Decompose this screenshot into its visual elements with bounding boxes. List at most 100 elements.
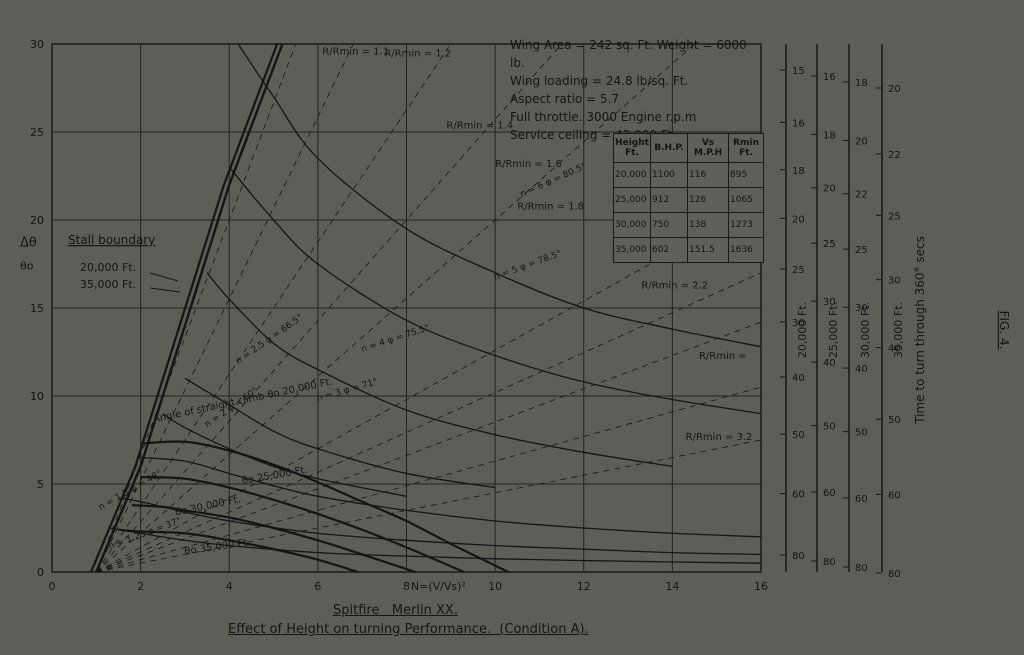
stall-leader-line [149, 272, 179, 282]
radius-ratio-line [96, 43, 695, 573]
time-scale-tick-label: 18 [792, 166, 805, 177]
stall-height-label: 20,000 Ft. [80, 261, 136, 274]
axis-ticks: 0 2 4 6 8 10 12 14 16 0 5 10 15 20 25 30 [30, 38, 768, 593]
y-tick-label: 5 [37, 478, 44, 491]
time-scale-tick-label: 80 [888, 569, 901, 580]
time-scale-tick-label: 30 [888, 276, 901, 287]
time-scale-tick-label: 80 [855, 563, 868, 574]
table-cell: 30,000 [613, 212, 651, 238]
time-scale-tick-label: 50 [792, 430, 805, 441]
radius-ratio-label: R/Rmin = 1.1 [322, 47, 389, 58]
time-scale-tick-label: 18 [855, 78, 868, 89]
load-factor-label: n = 2.5 φ = 66.5° [234, 313, 305, 367]
climb-angle-curve [140, 475, 465, 574]
radius-ratio-label: R/Rmin = 1.6 [495, 159, 562, 170]
time-scale-tick-label: 30 [823, 297, 836, 308]
x-tick-label: 4 [226, 580, 233, 593]
grid [51, 43, 762, 573]
table-cell: 1100 [650, 162, 688, 188]
time-scale-tick-label: 20 [823, 184, 836, 195]
time-scale-title: Time to turn through 360° secs [913, 236, 927, 425]
stall-height-label: 35,000 Ft. [80, 278, 136, 291]
radius-ratio-label: R/Rmin = 1.2 [384, 48, 451, 59]
height-table: Height Ft. B.H.P. Vs M.P.H Rmin Ft. 20,0… [613, 133, 764, 263]
table-cell: 25,000 [613, 187, 651, 213]
time-scale-tick-label: 25 [888, 211, 901, 222]
load-factor-label: n = 5 φ = 78.5° [493, 249, 563, 283]
radius-ratio-line [95, 43, 354, 573]
time-scale-tick-label: 50 [855, 428, 868, 439]
x-tick-label: 8 [403, 580, 410, 593]
radius-ratio-line [96, 439, 762, 573]
time-scale-tick-label: 60 [855, 494, 868, 505]
figure-label: FIG. 4. [997, 311, 1011, 350]
time-scale-tick-label: 60 [888, 490, 901, 501]
stall-boundary-label: Stall boundary [68, 233, 155, 247]
time-scale-tick-label: 15 [792, 66, 805, 77]
x-tick-label: 16 [754, 580, 768, 593]
time-scale-tick-label: 50 [823, 422, 836, 433]
table-cell: 895 [728, 162, 764, 188]
table-cell: 750 [650, 212, 688, 238]
table-cell: 1636 [728, 237, 764, 263]
time-scale-tick-label: 60 [792, 490, 805, 501]
table-cell: 912 [650, 187, 688, 213]
table-cell: 602 [650, 237, 688, 263]
table-row: 20,000 1100 116 895 [613, 162, 764, 188]
table-cell: 116 [687, 162, 729, 188]
x-tick-label: 0 [49, 580, 56, 593]
table-header: B.H.P. [650, 133, 688, 163]
time-scale-column-label: 35,000 Ft. [892, 302, 905, 358]
load-factor-curve [228, 166, 762, 415]
table-cell: 151.5 [687, 237, 729, 263]
table-row: 35,000 602 151.5 1636 [613, 237, 764, 263]
x-tick-label: 12 [577, 580, 591, 593]
table-row: 25,000 912 126 1065 [613, 187, 764, 213]
x-tick-label: 14 [665, 580, 679, 593]
chart-subtitle: Effect of Height on turning Performance.… [228, 622, 589, 637]
radius-ratio-label: R/Rmin = 3.2 [686, 432, 753, 443]
time-scales: 15 16 18 20 25 30 40 50 60 80 20,000 Ft. 16 18 20 25 30… [780, 44, 927, 580]
stall-boundary-line [95, 43, 284, 573]
climb-angle-label: θo 35,000 Ft. [184, 537, 251, 557]
load-factor-curve [206, 272, 673, 468]
table-cell: 20,000 [613, 162, 651, 188]
climb-angle-curve [140, 440, 509, 573]
note-line: Wing Area = 242 sq. Ft. Weight = 6000 lb… [510, 38, 747, 70]
y-tick-label: 15 [30, 302, 44, 315]
time-scale-tick-label: 40 [792, 373, 805, 384]
time-scale-tick-label: 30 [792, 318, 805, 329]
y-tick-label: 10 [30, 390, 44, 403]
time-scale-tick-label: 40 [823, 358, 836, 369]
radius-ratio-label: R/Rmin = 1.4 [446, 120, 513, 131]
time-scale-tick-label: 20 [792, 214, 805, 225]
chart-title: Spitfire Merlin XX. [333, 603, 458, 618]
time-scale-column-label: 20,000 Ft. [796, 302, 809, 358]
load-factor-curve [162, 413, 407, 497]
load-factor-curve [109, 527, 762, 564]
radius-ratio-label: R/Rmin = 1.8 [517, 201, 584, 212]
load-factor-curve [237, 43, 762, 348]
y-tick-label: 25 [30, 126, 44, 139]
y-axis-label-secondary: θo [20, 259, 34, 272]
x-tick-label: 6 [314, 580, 321, 593]
stall-boundary-line [89, 43, 279, 573]
time-scale-tick-label: 16 [792, 118, 805, 129]
note-line: Full throttle. 3000 Engine r.p.m [510, 110, 697, 124]
time-scale-tick-label: 40 [888, 344, 901, 355]
curves [89, 43, 762, 574]
table-cell: 1065 [728, 187, 764, 213]
table-cell: 126 [687, 187, 729, 213]
radius-ratio-label: R/Rmin = [699, 351, 747, 362]
time-scale-tick-label: 25 [855, 245, 868, 256]
y-axis-label: Δθ [20, 235, 37, 250]
load-factor-label: n = 4 φ = 75.5° [360, 323, 431, 355]
table-row: 30,000 750 138 1273 [613, 212, 764, 238]
time-scale-tick-label: 22 [855, 190, 868, 201]
table-header-row: Height Ft. B.H.P. Vs M.P.H Rmin Ft. [613, 133, 764, 163]
radius-ratio-line [96, 321, 762, 573]
table-header: Height Ft. [613, 133, 651, 163]
time-scale-tick-label: 25 [792, 265, 805, 276]
